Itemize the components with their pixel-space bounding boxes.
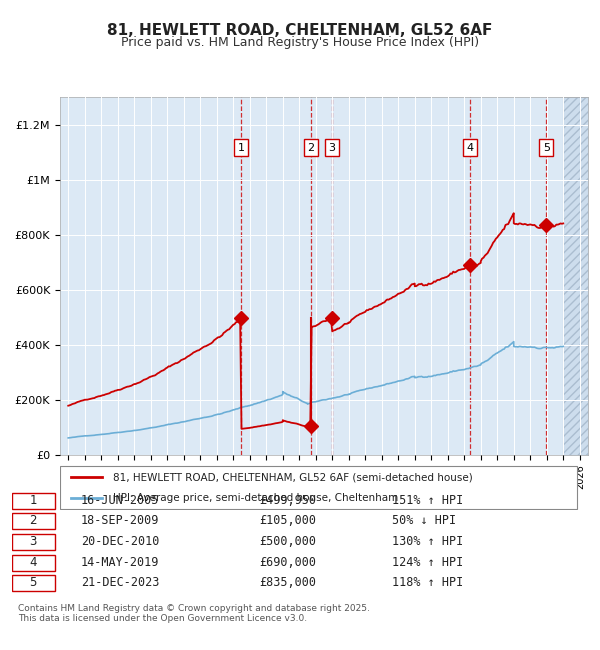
Text: 50% ↓ HPI: 50% ↓ HPI [392,514,456,527]
Text: HPI: Average price, semi-detached house, Cheltenham: HPI: Average price, semi-detached house,… [113,493,398,502]
FancyBboxPatch shape [12,554,55,571]
Text: 2: 2 [29,514,37,527]
Text: 81, HEWLETT ROAD, CHELTENHAM, GL52 6AF (semi-detached house): 81, HEWLETT ROAD, CHELTENHAM, GL52 6AF (… [113,473,473,482]
Text: 3: 3 [328,142,335,153]
Text: 21-DEC-2023: 21-DEC-2023 [81,576,160,589]
Text: £690,000: £690,000 [260,556,317,569]
Text: £500,000: £500,000 [260,535,317,548]
Text: 1: 1 [238,142,244,153]
Text: Contains HM Land Registry data © Crown copyright and database right 2025.
This d: Contains HM Land Registry data © Crown c… [18,604,370,623]
Text: 18-SEP-2009: 18-SEP-2009 [81,514,160,527]
Text: 5: 5 [543,142,550,153]
Text: Price paid vs. HM Land Registry's House Price Index (HPI): Price paid vs. HM Land Registry's House … [121,36,479,49]
Text: 20-DEC-2010: 20-DEC-2010 [81,535,160,548]
Text: 151% ↑ HPI: 151% ↑ HPI [392,493,463,506]
Text: 14-MAY-2019: 14-MAY-2019 [81,556,160,569]
Text: 2: 2 [308,142,314,153]
Text: £105,000: £105,000 [260,514,317,527]
Text: 4: 4 [467,142,474,153]
Text: 16-JUN-2005: 16-JUN-2005 [81,493,160,506]
FancyBboxPatch shape [60,465,577,510]
FancyBboxPatch shape [12,514,55,529]
Text: 1: 1 [29,493,37,506]
FancyBboxPatch shape [12,493,55,509]
FancyBboxPatch shape [12,534,55,550]
Text: 130% ↑ HPI: 130% ↑ HPI [392,535,463,548]
Text: £499,950: £499,950 [260,493,317,506]
Text: 3: 3 [29,535,37,548]
Text: 124% ↑ HPI: 124% ↑ HPI [392,556,463,569]
Text: 118% ↑ HPI: 118% ↑ HPI [392,576,463,589]
Text: 5: 5 [29,576,37,589]
FancyBboxPatch shape [12,575,55,592]
Text: 81, HEWLETT ROAD, CHELTENHAM, GL52 6AF: 81, HEWLETT ROAD, CHELTENHAM, GL52 6AF [107,23,493,38]
Text: £835,000: £835,000 [260,576,317,589]
Text: 4: 4 [29,556,37,569]
